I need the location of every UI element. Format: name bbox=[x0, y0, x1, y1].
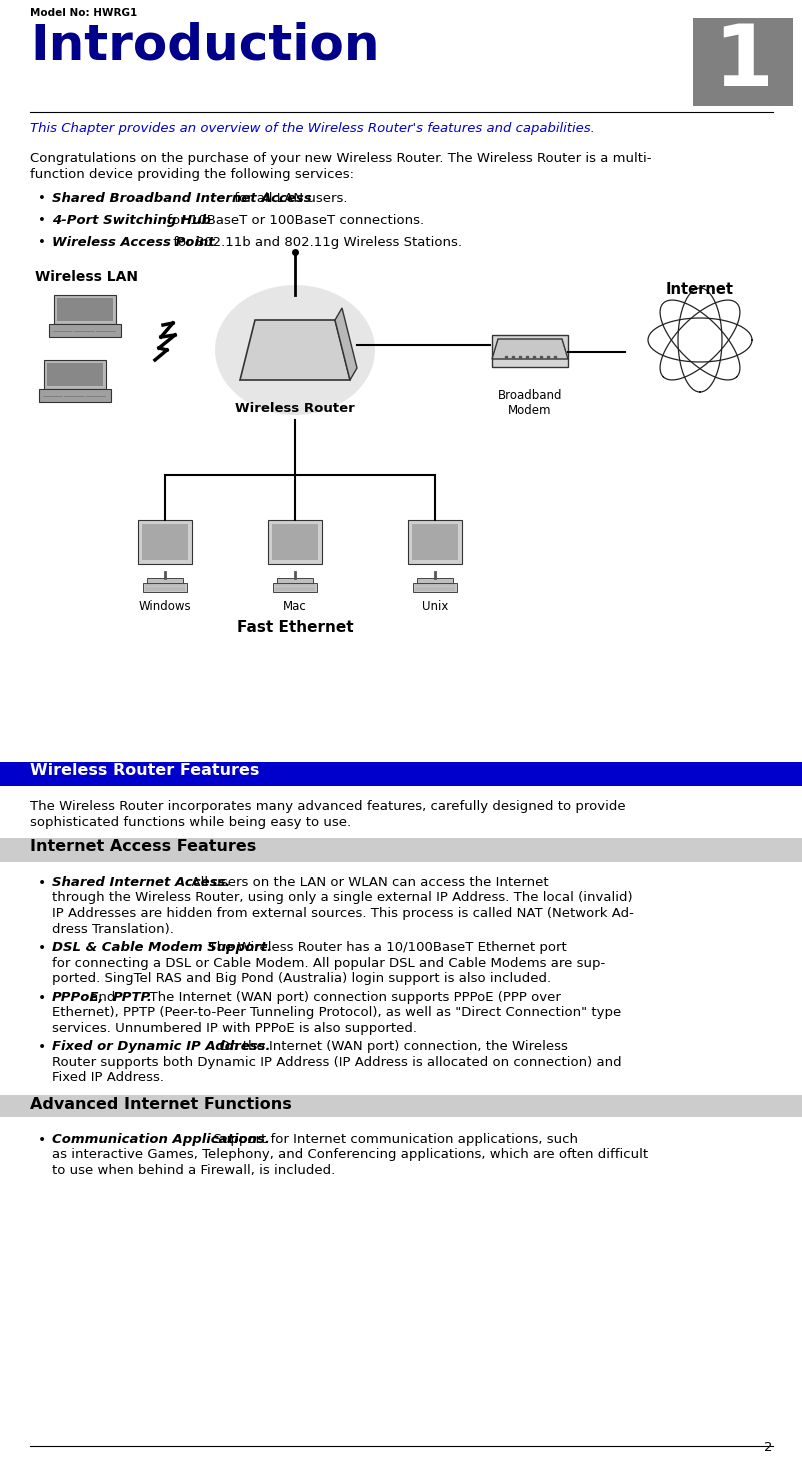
Text: Introduction: Introduction bbox=[30, 22, 379, 70]
Text: for 10BaseT or 100BaseT connections.: for 10BaseT or 100BaseT connections. bbox=[163, 214, 423, 228]
Bar bbox=[138, 520, 192, 564]
Text: •: • bbox=[38, 941, 47, 956]
Bar bbox=[57, 298, 112, 321]
Bar bbox=[412, 583, 456, 592]
Text: dress Translation).: dress Translation). bbox=[52, 922, 174, 935]
Text: Shared Internet Access.: Shared Internet Access. bbox=[52, 876, 230, 890]
Text: Router supports both Dynamic IP Address (IP Address is allocated on connection) : Router supports both Dynamic IP Address … bbox=[52, 1055, 621, 1069]
Text: Ethernet), PPTP (Peer-to-Peer Tunneling Protocol), as well as "Direct Connection: Ethernet), PPTP (Peer-to-Peer Tunneling … bbox=[52, 1006, 621, 1019]
Text: 2: 2 bbox=[764, 1442, 772, 1453]
Text: •: • bbox=[38, 236, 46, 250]
Bar bbox=[273, 583, 317, 592]
Text: •: • bbox=[38, 876, 47, 890]
Text: Congratulations on the purchase of your new Wireless Router. The Wireless Router: Congratulations on the purchase of your … bbox=[30, 153, 650, 164]
Ellipse shape bbox=[215, 285, 375, 415]
Text: Internet Access Features: Internet Access Features bbox=[30, 840, 256, 854]
Text: Internet: Internet bbox=[665, 282, 733, 297]
Text: •: • bbox=[38, 1041, 47, 1054]
Bar bbox=[49, 324, 121, 338]
Text: The Internet (WAN port) connection supports PPPoE (PPP over: The Internet (WAN port) connection suppo… bbox=[141, 991, 561, 1004]
Text: as interactive Games, Telephony, and Conferencing applications, which are often : as interactive Games, Telephony, and Con… bbox=[52, 1148, 647, 1161]
Text: function device providing the following services:: function device providing the following … bbox=[30, 167, 354, 181]
Text: •: • bbox=[38, 991, 47, 1004]
Text: The Wireless Router incorporates many advanced features, carefully designed to p: The Wireless Router incorporates many ad… bbox=[30, 800, 625, 813]
Text: through the Wireless Router, using only a single external IP Address. The local : through the Wireless Router, using only … bbox=[52, 891, 632, 904]
Text: 4-Port Switching Hub for 10BaseT or 100BaseT connections.: 4-Port Switching Hub for 10BaseT or 100B… bbox=[52, 214, 452, 228]
Text: Wireless Access Point: Wireless Access Point bbox=[52, 236, 214, 250]
Bar bbox=[411, 524, 457, 559]
Text: Broadband
Modem: Broadband Modem bbox=[497, 389, 561, 417]
Bar bbox=[47, 363, 103, 386]
Bar bbox=[0, 762, 802, 785]
Polygon shape bbox=[334, 308, 357, 380]
Bar bbox=[492, 335, 567, 367]
Text: Communication Applications.: Communication Applications. bbox=[52, 1132, 269, 1145]
Text: Fast Ethernet: Fast Ethernet bbox=[237, 619, 353, 636]
Text: Shared Broadband Internet Access for all LAN users.: Shared Broadband Internet Access for all… bbox=[52, 192, 400, 206]
Text: On the Internet (WAN port) connection, the Wireless: On the Internet (WAN port) connection, t… bbox=[211, 1041, 567, 1054]
Text: and: and bbox=[86, 991, 119, 1004]
Text: ported. SingTel RAS and Big Pond (Australia) login support is also included.: ported. SingTel RAS and Big Pond (Austra… bbox=[52, 972, 550, 985]
Text: The Wireless Router has a 10/100BaseT Ethernet port: The Wireless Router has a 10/100BaseT Et… bbox=[200, 941, 565, 954]
Bar bbox=[39, 389, 111, 402]
Bar bbox=[272, 524, 318, 559]
Text: IP Addresses are hidden from external sources. This process is called NAT (Netwo: IP Addresses are hidden from external so… bbox=[52, 907, 633, 920]
Text: PPTP.: PPTP. bbox=[113, 991, 152, 1004]
Bar bbox=[0, 838, 802, 862]
Bar bbox=[268, 520, 322, 564]
Text: Wireless Router Features: Wireless Router Features bbox=[30, 763, 259, 778]
Text: Wireless Access Point for 802.11b and 802.11g Wireless Stations.: Wireless Access Point for 802.11b and 80… bbox=[52, 236, 488, 250]
Text: Wireless Router: Wireless Router bbox=[235, 402, 354, 415]
Text: Shared Broadband Internet Access: Shared Broadband Internet Access bbox=[52, 192, 311, 206]
Text: Advanced Internet Functions: Advanced Internet Functions bbox=[30, 1097, 291, 1111]
Text: 4-Port Switching Hub: 4-Port Switching Hub bbox=[52, 214, 211, 228]
Text: services. Unnumbered IP with PPPoE is also supported.: services. Unnumbered IP with PPPoE is al… bbox=[52, 1022, 416, 1035]
Text: Unix: Unix bbox=[421, 600, 448, 614]
Text: This Chapter provides an overview of the Wireless Router's features and capabili: This Chapter provides an overview of the… bbox=[30, 122, 594, 135]
Text: to use when behind a Firewall, is included.: to use when behind a Firewall, is includ… bbox=[52, 1164, 334, 1176]
Text: Wireless LAN: Wireless LAN bbox=[35, 270, 138, 283]
Text: for 802.11b and 802.11g Wireless Stations.: for 802.11b and 802.11g Wireless Station… bbox=[168, 236, 461, 250]
Text: for all LAN users.: for all LAN users. bbox=[229, 192, 346, 206]
Bar bbox=[0, 1095, 802, 1117]
Text: DSL & Cable Modem Support.: DSL & Cable Modem Support. bbox=[52, 941, 272, 954]
Text: for connecting a DSL or Cable Modem. All popular DSL and Cable Modems are sup-: for connecting a DSL or Cable Modem. All… bbox=[52, 957, 605, 969]
Text: PPPoE,: PPPoE, bbox=[52, 991, 104, 1004]
Polygon shape bbox=[240, 320, 350, 380]
Text: Support for Internet communication applications, such: Support for Internet communication appli… bbox=[205, 1132, 577, 1145]
Text: Model No: HWRG1: Model No: HWRG1 bbox=[30, 7, 137, 18]
Bar bbox=[147, 578, 183, 584]
Text: Fixed or Dynamic IP Address.: Fixed or Dynamic IP Address. bbox=[52, 1041, 270, 1054]
Bar bbox=[143, 583, 187, 592]
Bar bbox=[416, 578, 452, 584]
Text: •: • bbox=[38, 192, 46, 206]
Polygon shape bbox=[492, 339, 567, 360]
Text: Windows: Windows bbox=[139, 600, 191, 614]
Text: sophisticated functions while being easy to use.: sophisticated functions while being easy… bbox=[30, 816, 350, 829]
Bar bbox=[142, 524, 188, 559]
Bar bbox=[277, 578, 313, 584]
Bar bbox=[692, 18, 792, 106]
Bar bbox=[44, 360, 106, 389]
Text: Mac: Mac bbox=[283, 600, 306, 614]
Text: •: • bbox=[38, 1132, 47, 1147]
Bar bbox=[55, 295, 115, 324]
Text: 1: 1 bbox=[712, 21, 772, 104]
Text: All users on the LAN or WLAN can access the Internet: All users on the LAN or WLAN can access … bbox=[182, 876, 548, 890]
Text: •: • bbox=[38, 214, 46, 228]
Bar bbox=[407, 520, 461, 564]
Text: Fixed IP Address.: Fixed IP Address. bbox=[52, 1072, 164, 1085]
